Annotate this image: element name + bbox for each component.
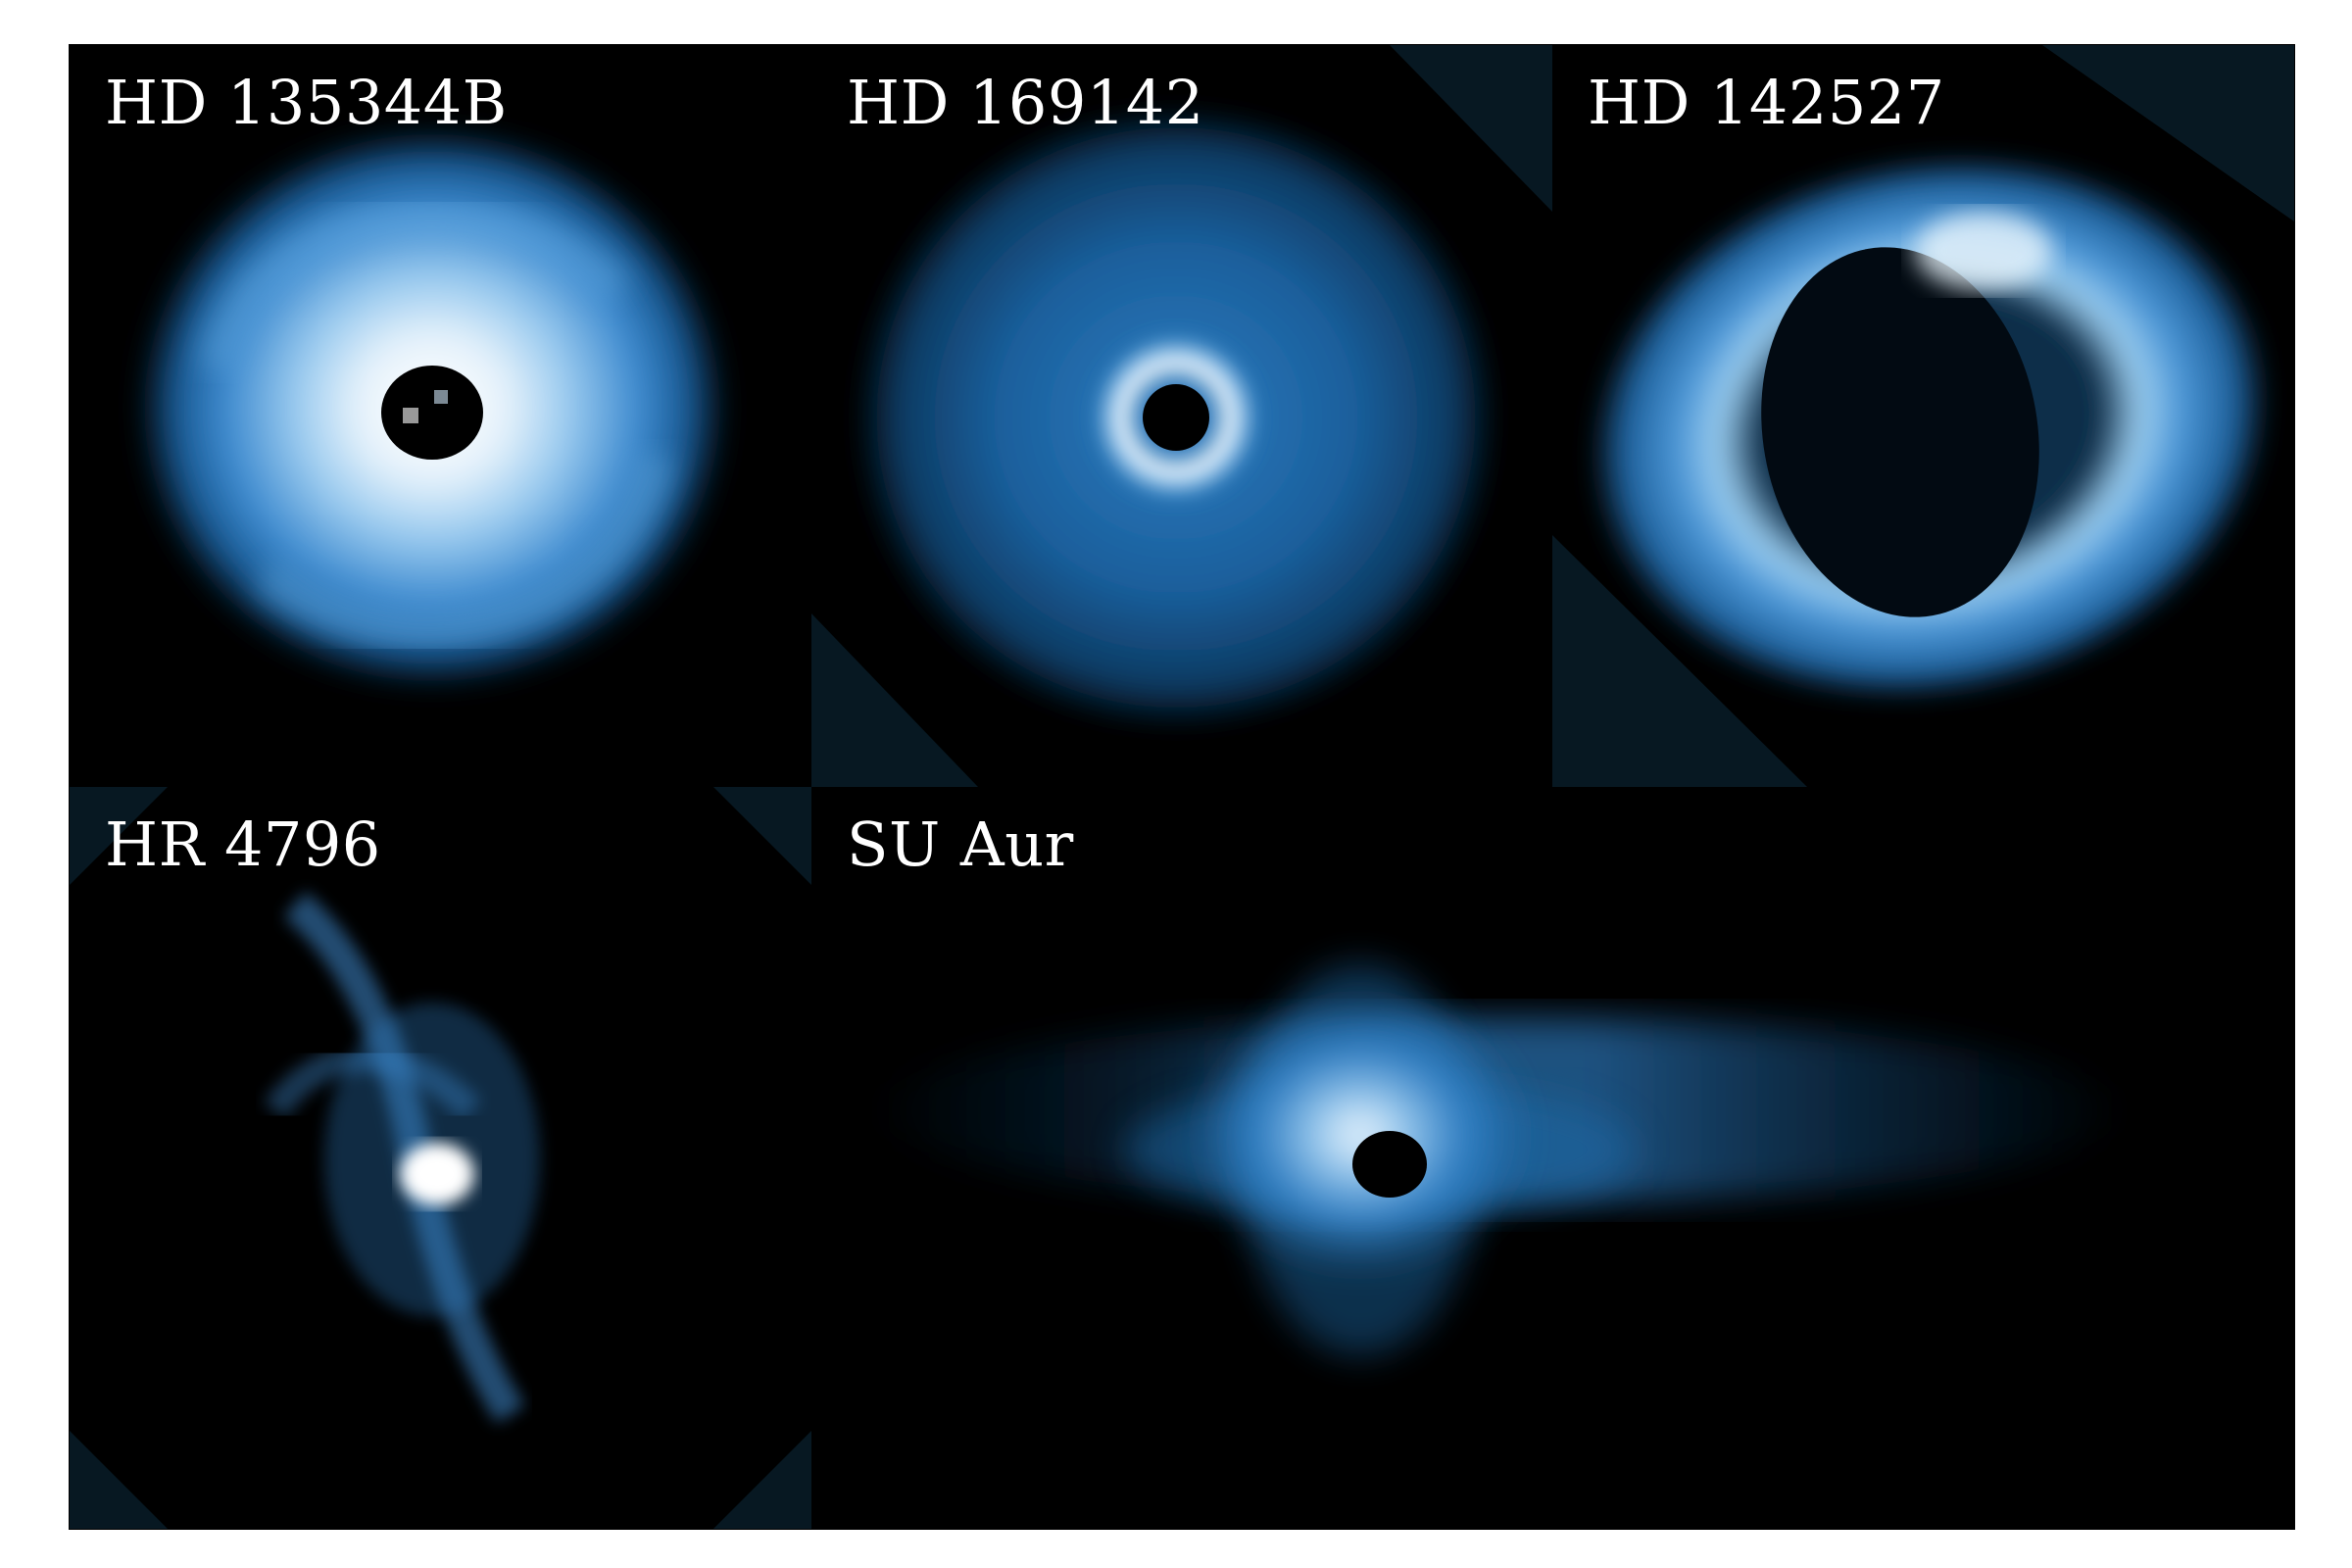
panel-hd142527: HD 142527 [1552, 45, 2294, 787]
panel-label: HD 169142 [847, 67, 1204, 138]
hd142527-disk-image [1552, 45, 2294, 787]
hd135344b-disk-image [70, 45, 811, 787]
panel-hd169142: HD 169142 [811, 45, 1552, 787]
panel-label: HD 135344B [105, 67, 508, 138]
panel-suaur: SU Aur [811, 787, 2294, 1529]
suaur-disk-image [811, 787, 2294, 1529]
panel-hr4796: HR 4796 [70, 787, 811, 1529]
panel-label: SU Aur [847, 808, 1074, 880]
hd169142-disk-image [811, 45, 1552, 787]
panel-label: HR 4796 [105, 808, 381, 880]
disk-image-grid: HD 135344B [69, 44, 2295, 1530]
hr4796-disk-image [70, 787, 811, 1529]
panel-label: HD 142527 [1588, 67, 1945, 138]
panel-hd135344b: HD 135344B [70, 45, 811, 787]
